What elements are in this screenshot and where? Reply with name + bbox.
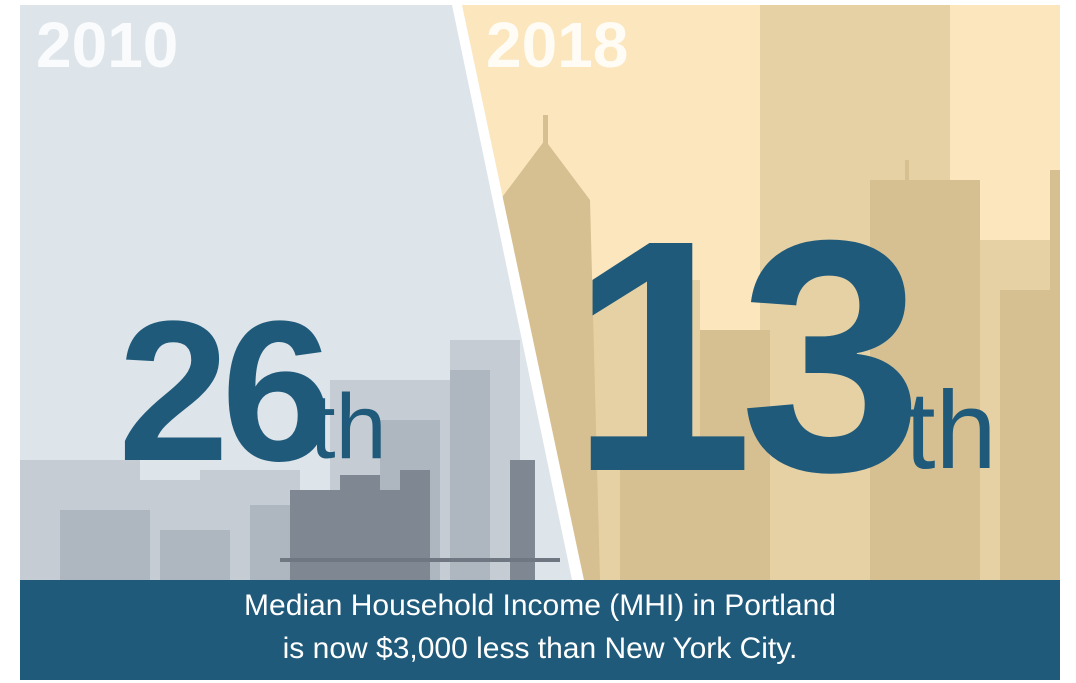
year-label: 2010 (36, 9, 178, 81)
infographic: 2010 2018 26 th 13 th Median Household I… (0, 0, 1076, 683)
rank-number: 13 (570, 171, 915, 540)
rank-suffix: th (310, 376, 387, 478)
footer-text: is now $3,000 less than New York City. (283, 632, 798, 665)
rank-number: 26 (118, 280, 325, 503)
year-label: 2018 (486, 9, 628, 81)
rank-suffix: th (905, 369, 997, 492)
footer-text: Median Household Income (MHI) in Portlan… (244, 589, 836, 622)
